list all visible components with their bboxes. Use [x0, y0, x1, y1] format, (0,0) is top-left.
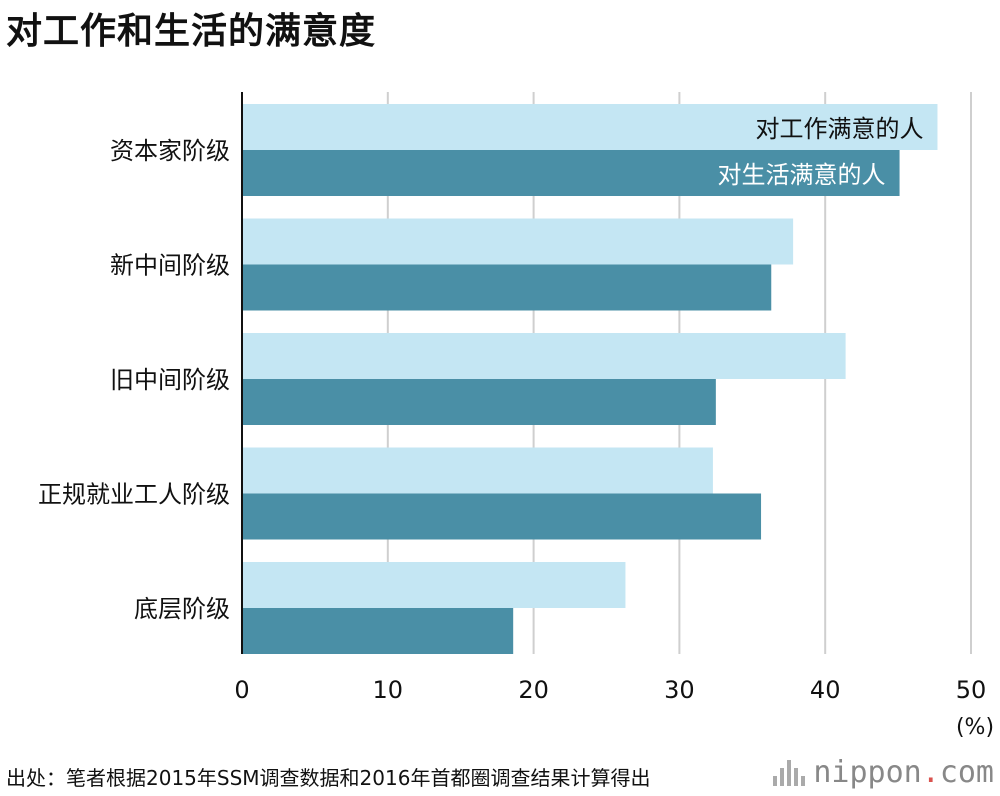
category-label-0: 资本家阶级 — [110, 137, 230, 165]
x-tick-label-4: 40 — [810, 676, 841, 704]
x-tick-label-3: 30 — [664, 676, 695, 704]
x-tick-label-1: 10 — [373, 676, 404, 704]
x-unit-label: (%) — [956, 715, 994, 740]
bar-1-2 — [242, 379, 716, 425]
bar-1-0 — [242, 150, 900, 196]
category-label-1: 新中间阶级 — [110, 252, 230, 280]
bar-0-1 — [242, 218, 794, 265]
legend-label-1: 对生活满意的人 — [718, 161, 886, 189]
bar-0-0 — [242, 104, 938, 150]
legend-label-0: 对工作满意的人 — [755, 115, 923, 143]
nippon-logo: nippon.com — [773, 752, 994, 792]
x-tick-label-0: 0 — [234, 676, 249, 704]
bar-0-4 — [242, 562, 626, 608]
x-tick-label-2: 20 — [518, 676, 549, 704]
source-note: 出处：笔者根据2015年SSM调查数据和2016年首都圈调查结果计算得出 — [6, 766, 651, 790]
category-label-3: 正规就业工人阶级 — [38, 481, 230, 509]
bar-1-1 — [242, 264, 772, 311]
bar-0-3 — [242, 447, 713, 494]
bar-1-4 — [242, 608, 514, 654]
category-label-4: 底层阶级 — [134, 595, 230, 623]
logo-text: nippon.com — [813, 754, 994, 790]
sound-bars-icon — [773, 758, 806, 786]
bar-0-2 — [242, 333, 846, 379]
bar-1-3 — [242, 493, 762, 540]
x-tick-label-5: 50 — [956, 676, 987, 704]
chart-title: 对工作和生活的满意度 — [6, 11, 377, 52]
category-label-2: 旧中间阶级 — [110, 366, 230, 394]
